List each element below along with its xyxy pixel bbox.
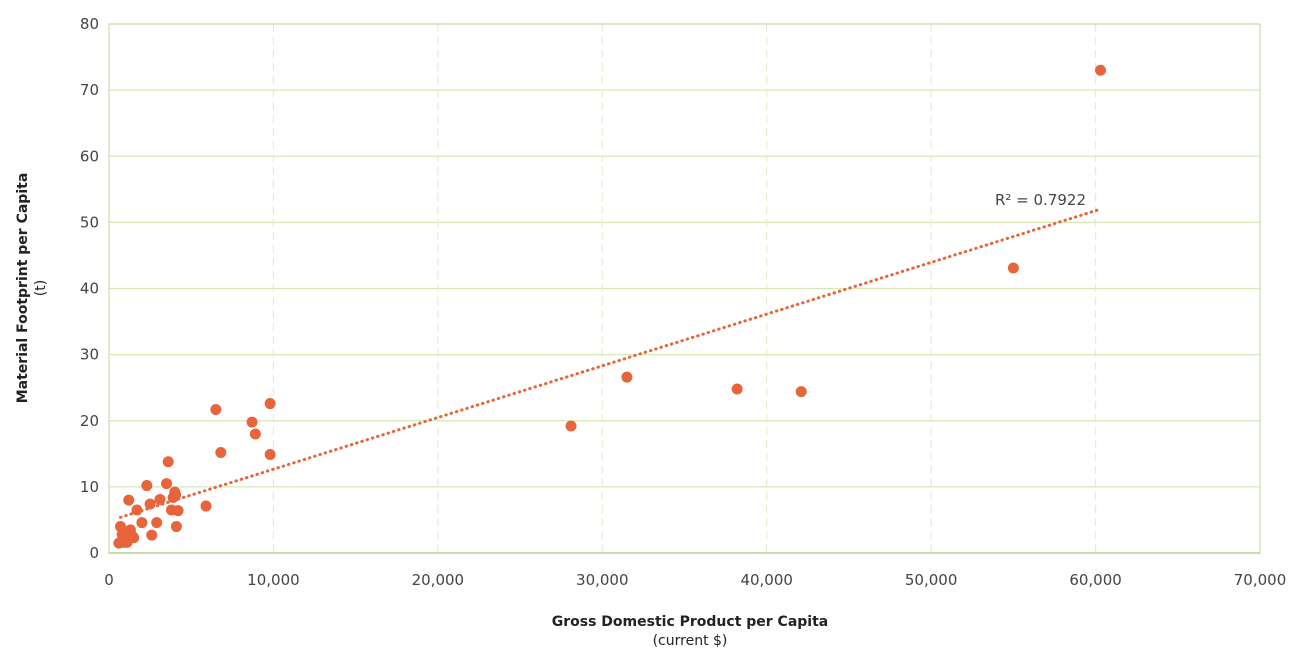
y-tick-label: 60	[80, 147, 99, 165]
data-point	[151, 517, 163, 529]
y-tick-label: 10	[80, 478, 99, 496]
data-point	[1095, 64, 1107, 76]
x-tick-label: 30,000	[576, 571, 629, 589]
data-point	[264, 448, 276, 460]
y-tick-label: 20	[80, 412, 99, 430]
x-tick-label: 40,000	[740, 571, 793, 589]
data-point	[210, 404, 222, 416]
data-point	[200, 500, 212, 512]
x-tick-label: 60,000	[1069, 571, 1122, 589]
y-tick-label: 80	[80, 15, 99, 33]
data-point	[136, 517, 148, 529]
y-tick-label: 50	[80, 213, 99, 231]
x-tick-label: 10,000	[247, 571, 300, 589]
data-point	[1007, 262, 1019, 274]
trendline-layer	[119, 207, 1103, 519]
x-tick-label: 0	[104, 571, 114, 589]
y-tick-label: 0	[89, 544, 99, 562]
plot-frame	[108, 23, 1261, 554]
data-points	[113, 64, 1107, 549]
y-tick-label: 70	[80, 81, 99, 99]
data-point	[161, 478, 173, 490]
data-point	[131, 504, 143, 516]
data-point	[144, 498, 156, 510]
data-point	[172, 505, 184, 517]
data-point	[154, 493, 166, 505]
grid-lines	[109, 23, 1260, 553]
data-point	[146, 529, 158, 541]
tick-labels: 0 10 20 30 40 50 60 70 80 0 10,000 20,000 30,000 40,0…	[80, 15, 1286, 589]
x-tick-label: 50,000	[905, 571, 958, 589]
x-axis-title: Gross Domestic Product per Capita	[552, 614, 829, 630]
data-point	[123, 494, 135, 506]
r-squared-label: R² = 0.7922	[995, 191, 1086, 209]
data-point	[621, 371, 633, 383]
x-tick-label: 70,000	[1234, 571, 1287, 589]
data-point	[264, 398, 276, 410]
data-point	[795, 386, 807, 398]
data-point	[128, 532, 140, 544]
y-axis-title: Material Footprint per Capita	[15, 173, 31, 404]
y-tick-label: 30	[80, 346, 99, 364]
data-point	[170, 489, 182, 501]
x-tick-label: 20,000	[412, 571, 465, 589]
data-point	[162, 456, 174, 468]
trendline	[119, 207, 1103, 519]
data-point	[565, 420, 577, 432]
data-point	[249, 428, 261, 440]
data-point	[246, 416, 258, 428]
data-point	[170, 521, 182, 533]
y-tick-label: 40	[80, 280, 99, 298]
data-point	[731, 383, 743, 395]
data-point	[215, 446, 227, 458]
data-point	[141, 480, 153, 492]
y-axis-subtitle: (t)	[33, 280, 49, 296]
x-axis-subtitle: (current $)	[653, 633, 728, 649]
